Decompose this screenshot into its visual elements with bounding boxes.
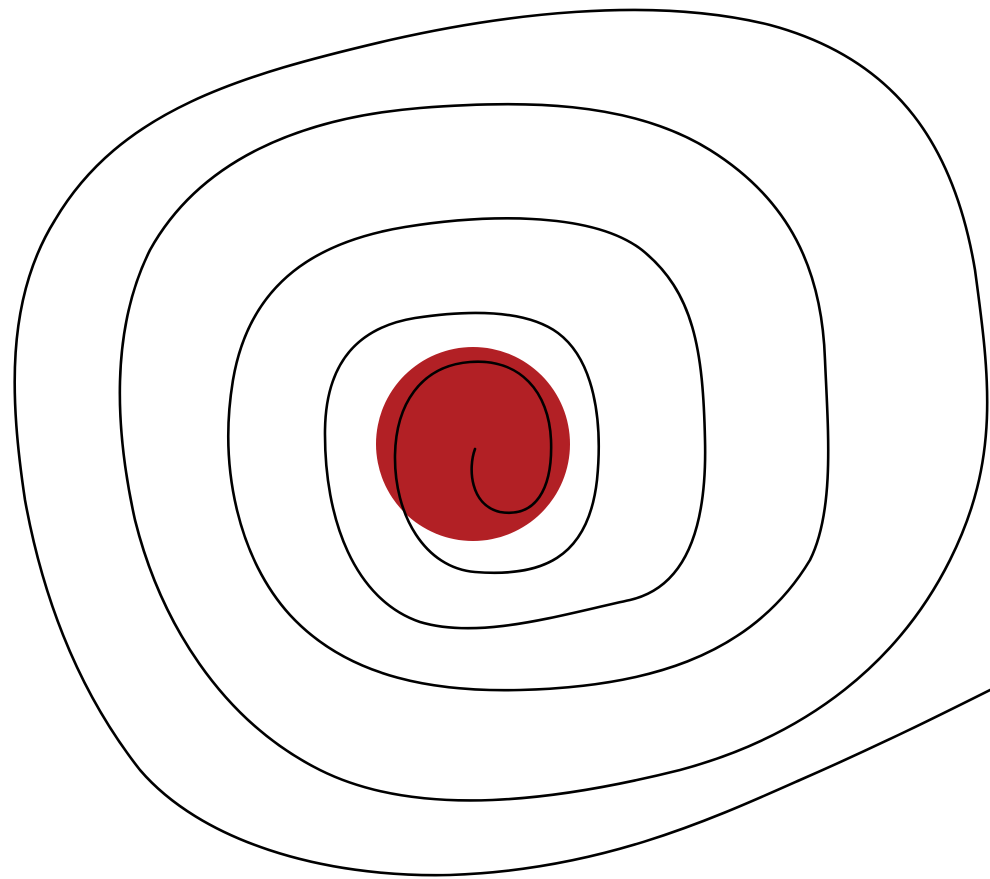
red-center-disc	[376, 347, 570, 541]
hand-drawn-spiral-line	[13, 8, 990, 877]
